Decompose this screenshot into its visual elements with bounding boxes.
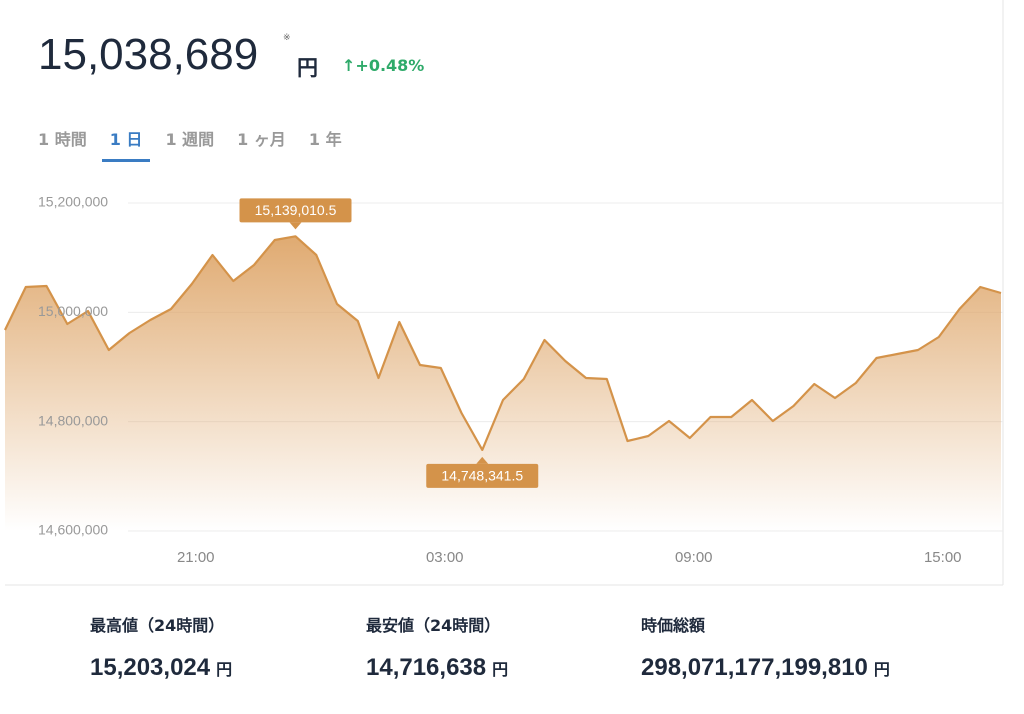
y-tick-label: 15,000,000: [38, 303, 108, 319]
tab[interactable]: 1 年: [308, 130, 342, 149]
tab[interactable]: 1 ヶ月: [237, 130, 286, 149]
stat: 時価総額 298,071,177,199,810 円: [641, 612, 890, 682]
callout-pointer: [476, 456, 489, 464]
stat: 最高値（24時間） 15,203,024 円: [90, 612, 232, 682]
area: [5, 236, 1001, 532]
stat-value-row: 298,071,177,199,810 円: [641, 654, 890, 682]
stat-unit: 円: [216, 662, 233, 679]
chart: 14,600,000 14,800,000 15,000,000 15,200,000…: [4, 0, 1004, 586]
price-unit: 円: [297, 56, 318, 80]
value-label: 15,139,010.5: [255, 202, 337, 218]
tab[interactable]: 1 日: [101, 126, 151, 162]
value-label: 14,748,341.5: [441, 468, 523, 484]
price-note: ※: [283, 33, 291, 43]
callout-pointer: [289, 222, 302, 230]
y-tick-label: 14,600,000: [38, 522, 108, 538]
stat-value-row: 14,716,638 円: [366, 654, 508, 682]
value-callout: 15,139,010.5: [239, 198, 352, 230]
stat-unit: 円: [492, 662, 509, 679]
change-value: +0.48%: [355, 56, 425, 75]
tab[interactable]: 1 週間: [165, 130, 215, 149]
callout-box: [426, 463, 539, 488]
price: 15,038,689: [38, 30, 259, 79]
stat-value: 298,071,177,199,810: [641, 654, 868, 681]
stat-value-row: 15,203,024 円: [90, 654, 232, 682]
stat-value: 15,203,024: [90, 654, 211, 681]
y-tick-label: 14,800,000: [38, 412, 108, 428]
line: [4, 235, 1002, 451]
tabs: 1 時間 1 日 1 週間 1 ヶ月 1 年: [30, 126, 357, 162]
callout-box: [239, 198, 352, 223]
stat-label: 時価総額: [641, 616, 706, 635]
stat-unit: 円: [873, 662, 890, 679]
price-change: ↑+0.48%: [342, 56, 424, 75]
stat-value: 14,716,638: [366, 654, 487, 681]
stat-label: 最高値（24時間）: [90, 616, 225, 635]
x-tick-label: 09:00: [675, 549, 713, 566]
x-tick-label: 15:00: [924, 549, 962, 566]
stat-label: 最安値（24時間）: [366, 616, 501, 635]
x-tick-label: 21:00: [177, 549, 215, 566]
up-arrow: ↑: [342, 56, 356, 75]
y-tick-label: 15,200,000: [38, 194, 108, 210]
value-callout: 14,748,341.5: [426, 456, 539, 488]
tab[interactable]: 1 時間: [38, 130, 87, 149]
stat: 最安値（24時間） 14,716,638 円: [366, 612, 508, 682]
x-tick-label: 03:00: [426, 549, 464, 566]
